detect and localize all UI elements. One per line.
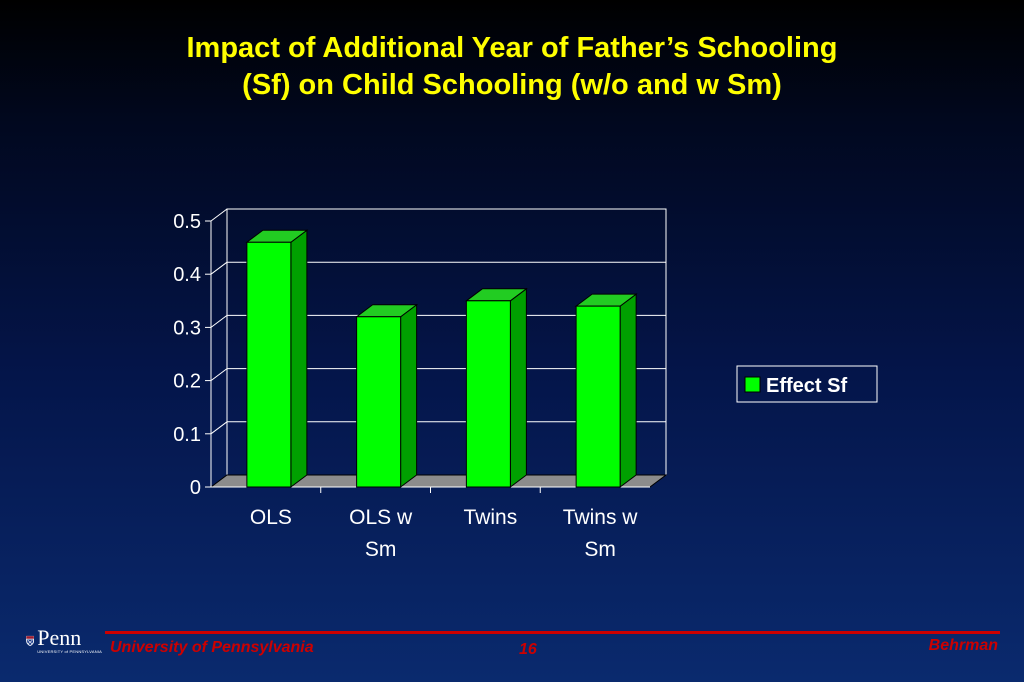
x-category-label-line: Twins w xyxy=(563,506,639,529)
footer-rule xyxy=(105,631,1000,634)
x-category-label-line: OLS w xyxy=(349,506,413,529)
x-category-label: OLS w Sm xyxy=(349,506,413,561)
x-axis-category-labels: OLS OLS w Sm Twins Twins w Sm xyxy=(250,506,638,561)
penn-logo: Penn UNIVERSITY of PENNSYLVANIA xyxy=(26,618,102,664)
y-tick-label: 0.1 xyxy=(173,424,201,446)
slide-title-line-1: Impact of Additional Year of Father’s Sc… xyxy=(186,32,838,64)
y-tick-label: 0.4 xyxy=(173,264,201,286)
penn-wordmark: Penn UNIVERSITY of PENNSYLVANIA xyxy=(37,627,102,655)
x-category-label-line: Twins xyxy=(464,506,518,529)
bar-side xyxy=(290,229,308,488)
bar xyxy=(356,316,402,488)
y-tick-label: 0 xyxy=(190,477,201,499)
penn-wordmark-name: Penn xyxy=(37,625,82,650)
bar-side xyxy=(400,303,418,488)
y-tick-label: 0.3 xyxy=(173,317,201,339)
gridline-depth xyxy=(210,368,228,382)
footer-institution: University of Pennsylvania xyxy=(110,639,314,656)
footer-page-number: 16 xyxy=(519,641,537,658)
bar xyxy=(246,241,292,488)
x-category-label: Twins w Sm xyxy=(563,506,639,561)
gridline-depth xyxy=(210,261,228,275)
y-axis-tick-labels: 0 0.1 0.2 0.3 0.4 0.5 xyxy=(173,211,201,499)
slide-title: Impact of Additional Year of Father’s Sc… xyxy=(0,30,1024,104)
y-tick-label: 0.2 xyxy=(173,371,201,393)
penn-shield-icon xyxy=(26,635,35,647)
bar-side xyxy=(619,293,637,488)
gridline-depth xyxy=(210,314,228,328)
legend-swatch xyxy=(744,376,761,393)
x-category-label-line: Sm xyxy=(365,538,397,561)
penn-wordmark-subtitle: UNIVERSITY of PENNSYLVANIA xyxy=(37,649,102,654)
bar-side xyxy=(509,287,527,488)
x-category-label-line: Sm xyxy=(584,538,616,561)
gridline-depth xyxy=(210,208,228,222)
x-category-label: Twins xyxy=(464,506,518,529)
footer-author: Behrman xyxy=(928,637,998,654)
y-tick-label: 0.5 xyxy=(173,211,201,233)
legend-label: Effect Sf xyxy=(766,375,847,397)
gridline-depth xyxy=(210,421,228,435)
bar xyxy=(465,300,511,488)
chart-bars xyxy=(245,229,638,488)
slide-title-line-2: (Sf) on Child Schooling (w/o and w Sm) xyxy=(242,69,782,101)
legend-box xyxy=(736,365,878,403)
bar xyxy=(575,305,621,488)
x-category-label-line: OLS xyxy=(250,506,292,529)
x-category-label: OLS xyxy=(250,506,292,529)
chart-legend: Effect Sf xyxy=(736,365,878,403)
